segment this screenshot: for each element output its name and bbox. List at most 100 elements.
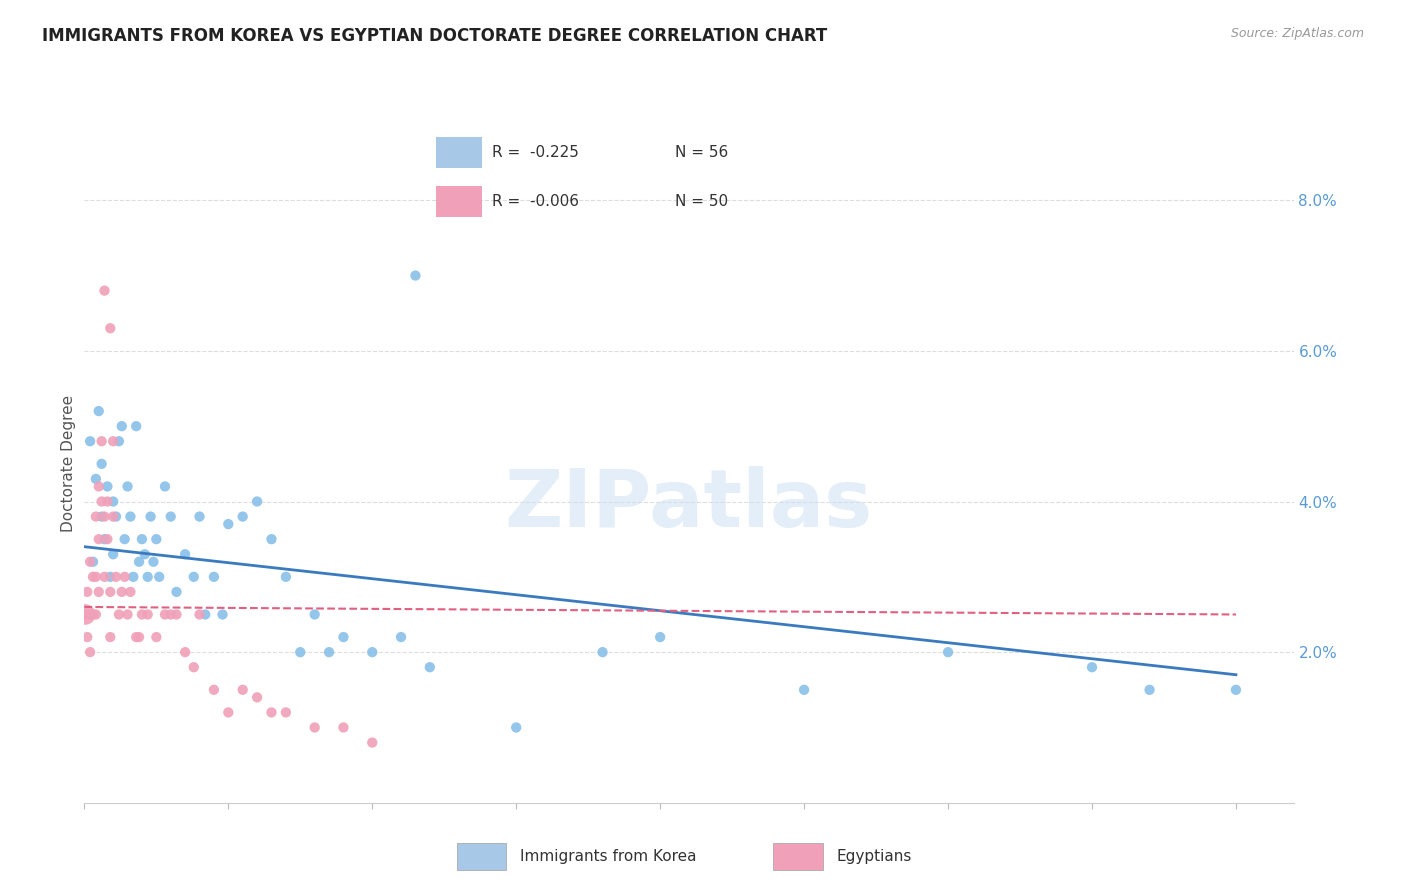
Point — [136, 607, 159, 622]
Point — [98, 585, 121, 599]
Point — [304, 607, 326, 622]
Point — [131, 532, 153, 546]
Point — [389, 630, 412, 644]
Point — [101, 434, 124, 449]
Point — [232, 682, 254, 697]
Point — [84, 607, 107, 622]
Point — [145, 532, 167, 546]
Text: ZIPatlas: ZIPatlas — [505, 466, 873, 543]
Bar — [436, 137, 481, 168]
Point — [183, 570, 205, 584]
Point — [84, 472, 107, 486]
Point — [79, 607, 101, 622]
Point — [1139, 682, 1161, 697]
Point — [98, 630, 121, 644]
Point — [105, 509, 128, 524]
Point — [166, 585, 188, 599]
Point — [76, 585, 98, 599]
Point — [246, 690, 269, 705]
Point — [145, 630, 167, 644]
Point — [75, 607, 97, 622]
Point — [159, 509, 181, 524]
Point — [505, 721, 527, 735]
Point — [76, 630, 98, 644]
Point — [82, 570, 104, 584]
Point — [98, 321, 121, 335]
Point — [120, 509, 142, 524]
Point — [87, 532, 110, 546]
Point — [128, 555, 150, 569]
Point — [93, 570, 115, 584]
Point — [114, 570, 136, 584]
Point — [793, 682, 815, 697]
Text: R =  -0.225: R = -0.225 — [492, 145, 579, 160]
Point — [90, 509, 112, 524]
Point — [114, 532, 136, 546]
Point — [93, 509, 115, 524]
Point — [174, 645, 197, 659]
Bar — [457, 843, 506, 870]
Text: Source: ZipAtlas.com: Source: ZipAtlas.com — [1230, 27, 1364, 40]
Y-axis label: Doctorate Degree: Doctorate Degree — [60, 395, 76, 533]
Point — [90, 494, 112, 508]
Point — [96, 479, 118, 493]
Point — [246, 494, 269, 508]
Point — [936, 645, 959, 659]
Point — [217, 517, 239, 532]
Point — [232, 509, 254, 524]
Point — [84, 509, 107, 524]
Point — [128, 630, 150, 644]
Point — [79, 645, 101, 659]
Point — [211, 607, 233, 622]
Point — [87, 404, 110, 418]
Point — [96, 532, 118, 546]
Point — [125, 630, 148, 644]
Point — [79, 434, 101, 449]
Point — [82, 555, 104, 569]
Point — [101, 547, 124, 561]
Point — [82, 607, 104, 622]
Point — [166, 607, 188, 622]
Point — [93, 532, 115, 546]
Text: Egyptians: Egyptians — [837, 849, 912, 863]
Point — [650, 630, 672, 644]
Point — [96, 494, 118, 508]
Point — [404, 268, 426, 283]
Point — [136, 570, 159, 584]
Point — [75, 607, 97, 622]
Point — [1225, 682, 1247, 697]
Point — [202, 570, 225, 584]
Point — [139, 509, 162, 524]
Point — [98, 570, 121, 584]
Point — [274, 706, 297, 720]
Point — [111, 585, 134, 599]
Point — [419, 660, 441, 674]
Point — [332, 630, 354, 644]
Point — [174, 547, 197, 561]
Text: R =  -0.006: R = -0.006 — [492, 194, 579, 210]
Point — [194, 607, 217, 622]
Text: IMMIGRANTS FROM KOREA VS EGYPTIAN DOCTORATE DEGREE CORRELATION CHART: IMMIGRANTS FROM KOREA VS EGYPTIAN DOCTOR… — [42, 27, 827, 45]
Point — [131, 607, 153, 622]
Point — [101, 509, 124, 524]
Point — [108, 607, 131, 622]
Point — [90, 434, 112, 449]
Point — [153, 607, 176, 622]
Point — [153, 479, 176, 493]
Point — [188, 607, 211, 622]
Point — [93, 284, 115, 298]
Point — [125, 419, 148, 434]
Point — [202, 682, 225, 697]
Point — [304, 721, 326, 735]
Point — [148, 570, 170, 584]
Text: N = 56: N = 56 — [675, 145, 728, 160]
Point — [117, 479, 139, 493]
Point — [159, 607, 181, 622]
Bar — [436, 186, 481, 218]
Point — [1081, 660, 1104, 674]
Point — [101, 494, 124, 508]
Point — [290, 645, 312, 659]
Point — [592, 645, 614, 659]
Point — [105, 570, 128, 584]
Text: Immigrants from Korea: Immigrants from Korea — [520, 849, 697, 863]
